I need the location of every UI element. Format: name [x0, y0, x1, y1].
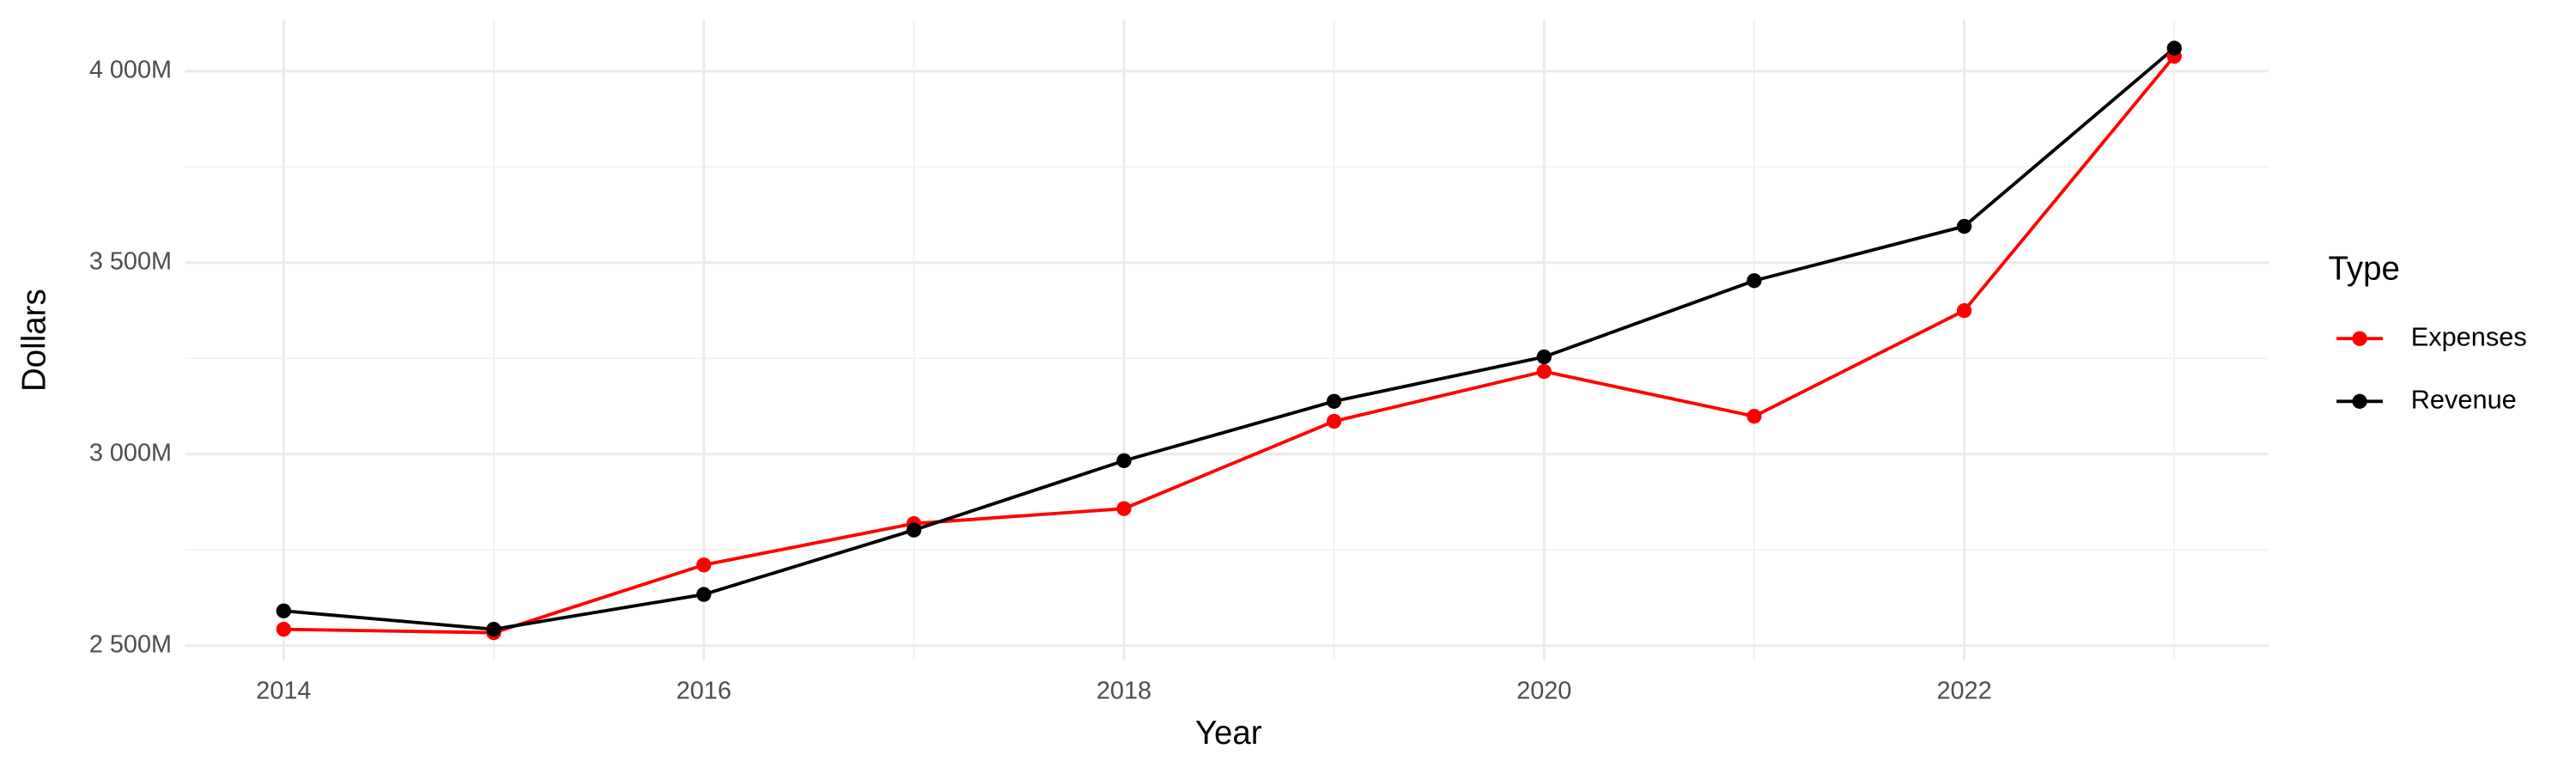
data-point [486, 622, 501, 637]
x-axis-title: Year [1195, 715, 1262, 752]
y-tick-label: 3 000M [89, 439, 172, 466]
data-point [1116, 453, 1132, 469]
data-point [696, 587, 712, 602]
legend-item: Revenue [2336, 384, 2517, 414]
data-point [1536, 349, 1552, 365]
plot-area [276, 40, 2182, 641]
x-tick-label: 2018 [1097, 677, 1151, 704]
legend-key-point [2352, 393, 2367, 409]
x-tick-label: 2016 [677, 677, 732, 704]
data-point [696, 557, 712, 573]
grid [185, 20, 2269, 661]
y-axis-title: Dollars [15, 289, 52, 392]
y-tick-label: 2 500M [89, 630, 172, 658]
legend-label: Revenue [2411, 384, 2517, 414]
data-point [2166, 40, 2182, 56]
data-point [276, 622, 292, 637]
data-point [1326, 413, 1342, 429]
data-point [1747, 273, 1762, 289]
x-tick-label: 2014 [256, 677, 311, 704]
data-point [1956, 218, 1972, 234]
data-point [1536, 363, 1552, 380]
y-tick-label: 3 500M [89, 247, 172, 275]
data-point [1326, 393, 1342, 409]
x-tick-label: 2022 [1936, 677, 1991, 704]
legend-label: Expenses [2411, 321, 2527, 351]
data-point [276, 603, 292, 618]
y-tick-label: 4 000M [89, 56, 172, 83]
data-point [906, 522, 921, 538]
legend: Type Expenses Revenue [2329, 251, 2527, 415]
legend-item: Expenses [2336, 321, 2527, 351]
legend-key-point [2352, 331, 2367, 346]
series-line [283, 55, 2176, 635]
x-tick-label: 2020 [1516, 677, 1571, 704]
legend-title: Type [2329, 251, 2400, 288]
data-point [1747, 409, 1762, 424]
series-line [283, 46, 2176, 631]
data-point [1956, 302, 1972, 319]
data-point [1116, 501, 1132, 516]
